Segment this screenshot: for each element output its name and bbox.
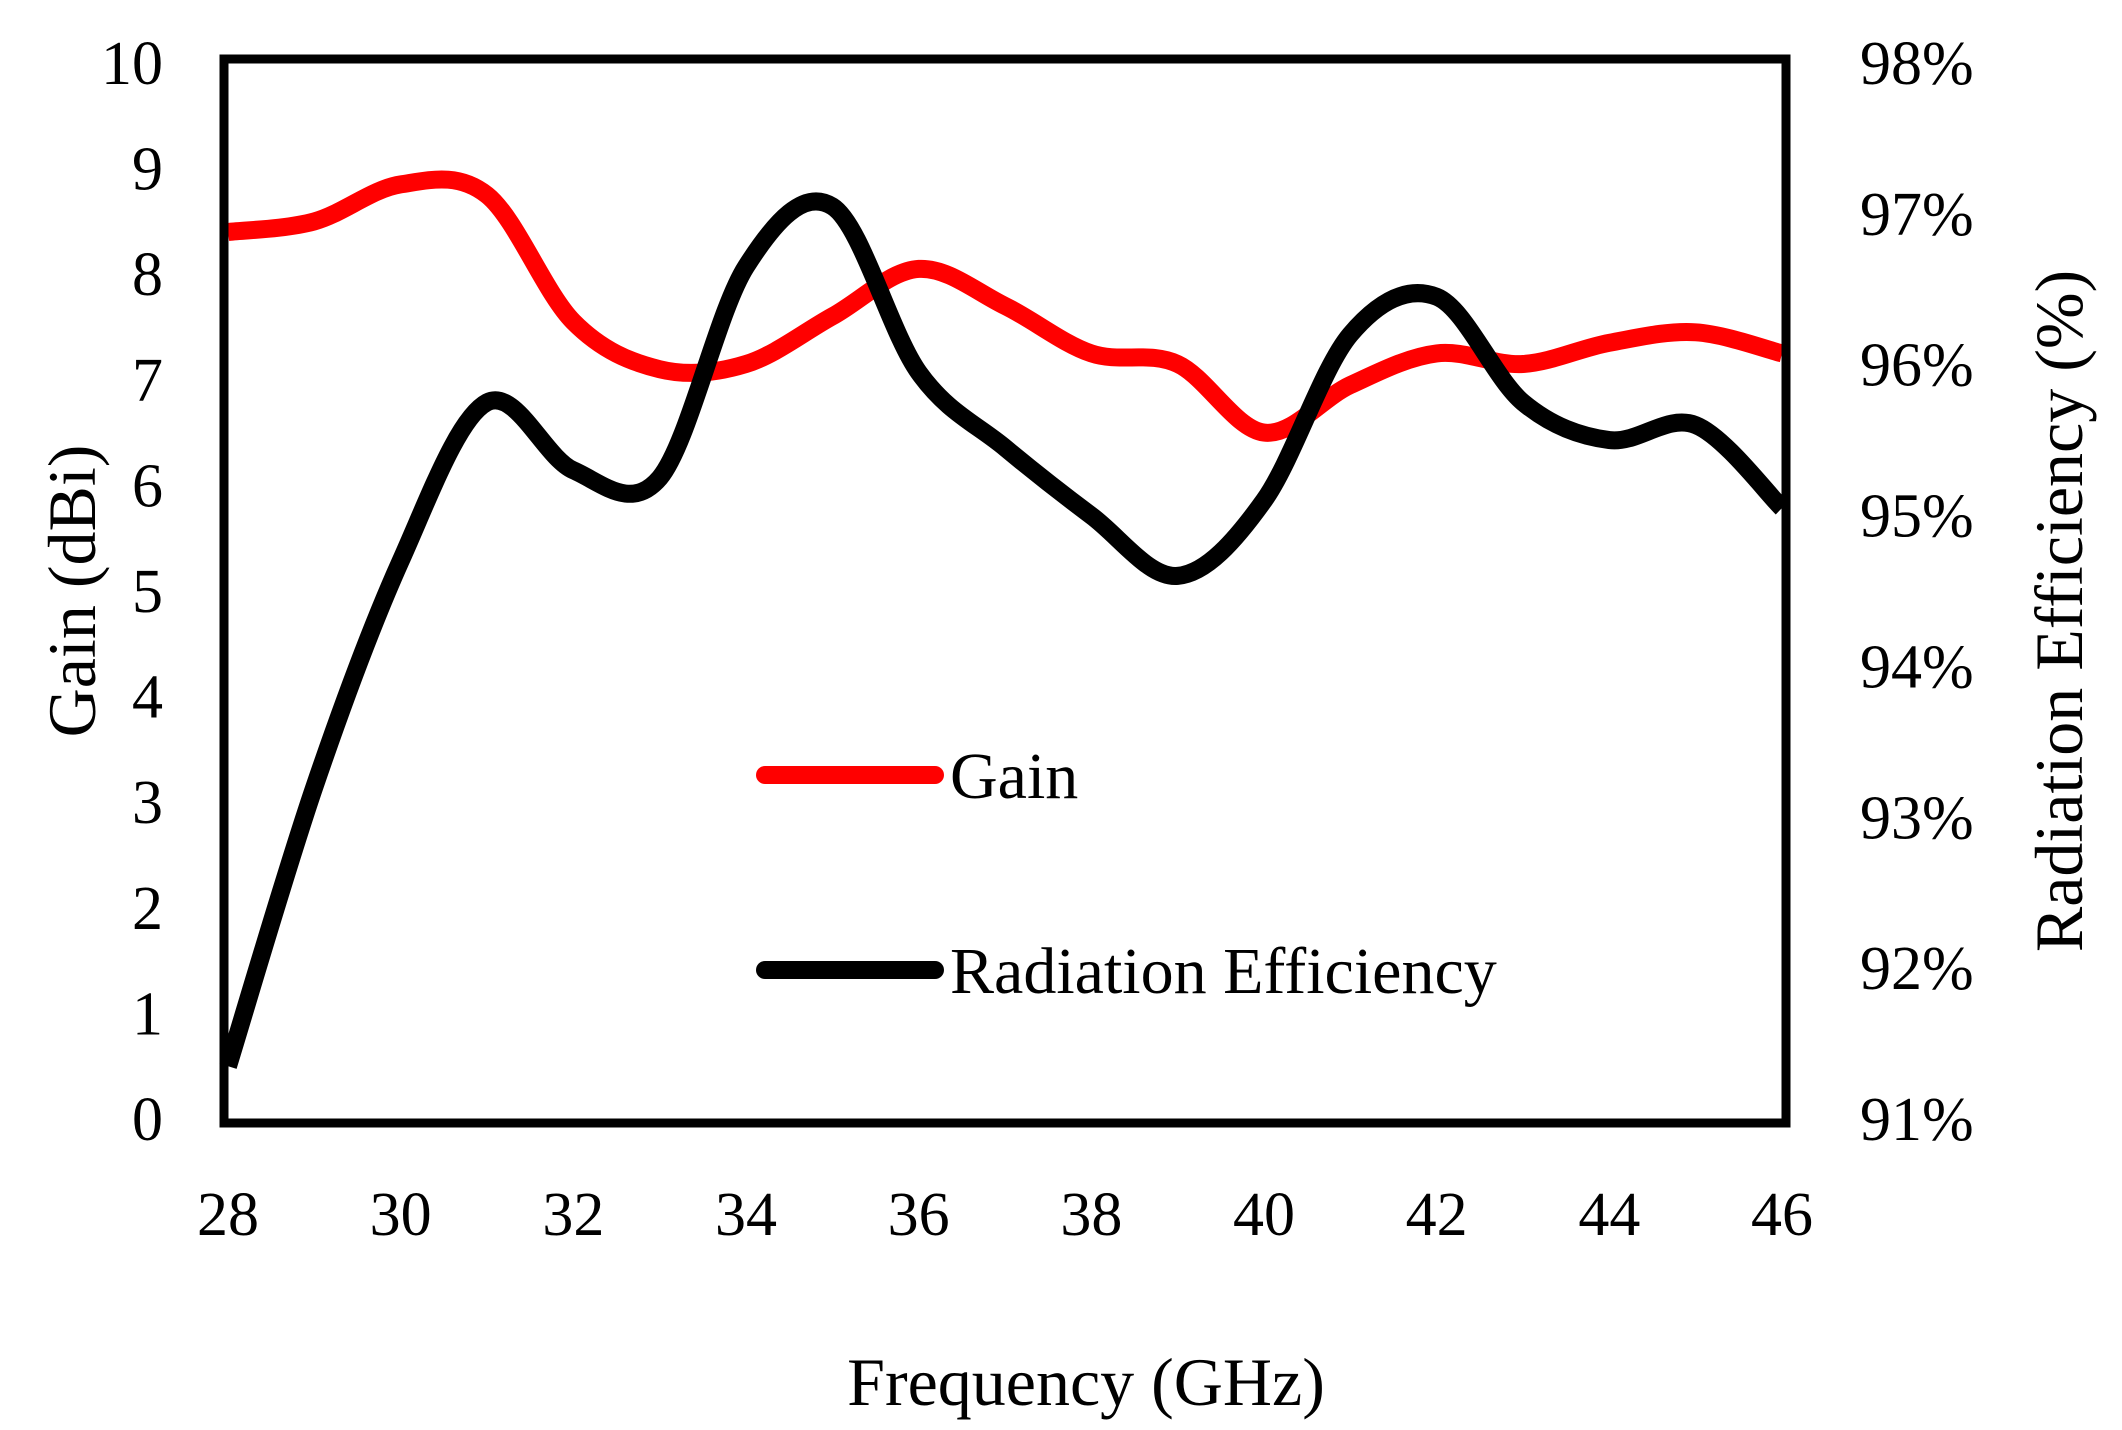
y-tick-label: 6	[132, 452, 163, 520]
y2-tick-label: 94%	[1860, 633, 1974, 701]
y-axis-title: Gain (dBi)	[34, 445, 110, 738]
y-tick-label: 3	[132, 769, 163, 837]
y-tick-label: 7	[132, 347, 163, 415]
y2-axis-ticks: 91% 92% 93% 94% 95% 96% 97% 98%	[1860, 30, 1974, 1154]
x-tick-label: 30	[370, 1181, 432, 1249]
x-tick-label: 40	[1233, 1181, 1295, 1249]
x-tick-label: 28	[197, 1181, 259, 1249]
x-tick-label: 32	[542, 1181, 604, 1249]
y2-tick-label: 95%	[1860, 483, 1974, 551]
y2-tick-label: 98%	[1860, 30, 1974, 98]
y2-tick-label: 93%	[1860, 784, 1974, 852]
x-tick-label: 42	[1406, 1181, 1468, 1249]
series-layer	[219, 170, 1789, 1069]
legend-label-radiation-efficiency: Radiation Efficiency	[950, 935, 1497, 1008]
series-line-gain	[226, 170, 1785, 442]
x-tick-label: 36	[888, 1181, 950, 1249]
y-tick-label: 10	[101, 30, 163, 98]
x-axis-title: Frequency (GHz)	[847, 1344, 1325, 1420]
y2-tick-label: 97%	[1860, 181, 1974, 249]
y2-tick-label: 91%	[1860, 1086, 1974, 1154]
x-tick-label: 38	[1060, 1181, 1122, 1249]
legend-label-gain: Gain	[950, 740, 1078, 813]
x-tick-label: 44	[1578, 1181, 1640, 1249]
y-tick-label: 2	[132, 875, 163, 943]
y-tick-label: 9	[132, 136, 163, 204]
legend: Gain Radiation Efficiency	[756, 740, 1497, 1008]
y-tick-label: 4	[132, 664, 163, 732]
y-tick-label: 0	[132, 1086, 163, 1154]
x-axis-ticks: 28 30 32 34 36 38 40 42 44 46	[197, 1181, 1813, 1249]
y2-axis-title: Radiation Efficiency (%)	[2021, 270, 2097, 952]
y-tick-label: 1	[132, 980, 163, 1048]
plot-frame	[219, 54, 1791, 1128]
y-axis-ticks: 0 1 2 3 4 5 6 7 8 9 10	[101, 30, 163, 1154]
y2-tick-label: 96%	[1860, 332, 1974, 400]
y-tick-label: 8	[132, 241, 163, 309]
y2-tick-label: 92%	[1860, 935, 1974, 1003]
x-tick-label: 46	[1751, 1181, 1813, 1249]
y-tick-label: 5	[132, 558, 163, 626]
x-tick-label: 34	[715, 1181, 777, 1249]
series-line-radiation-efficiency	[219, 192, 1789, 1069]
